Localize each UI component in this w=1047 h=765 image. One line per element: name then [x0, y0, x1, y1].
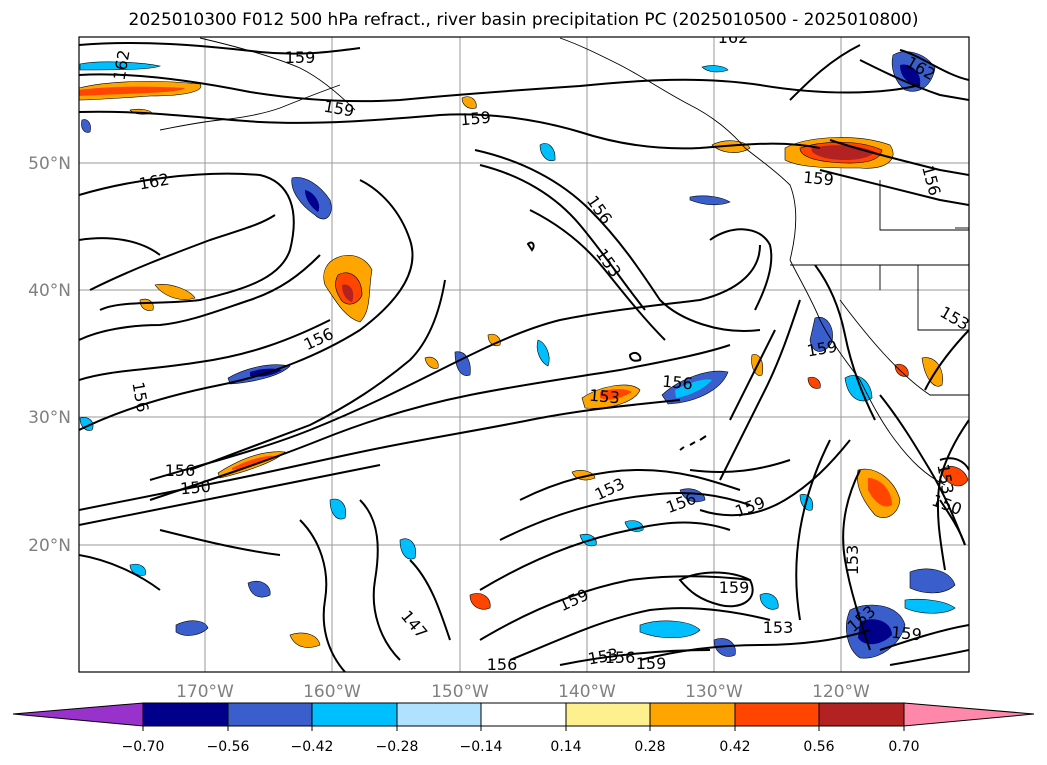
colorbar-tick-label: 0.14: [550, 739, 581, 755]
contour-label: 153: [843, 545, 862, 576]
colorbar-extend-low: [12, 702, 144, 727]
colorbar-tick-label: −0.14: [460, 739, 503, 755]
lat-label-30n: 30°N: [28, 408, 71, 428]
refractivity-contours: [79, 41, 969, 672]
contour-label: 159: [719, 578, 750, 597]
contour-label: 159: [636, 654, 667, 673]
colorbar-tick-label: −0.28: [376, 739, 419, 755]
contour-label: 159: [802, 168, 834, 190]
map-plot-area: 162 159 162 159 159 162 156 153 162 159 …: [79, 28, 969, 674]
colorbar-segment: [818, 702, 905, 727]
colorbar-segment: [311, 702, 398, 727]
contour-label: 153: [763, 618, 794, 637]
colorbar-segment: [396, 702, 482, 727]
lon-label-150w: 150°W: [431, 682, 489, 702]
lon-label-170w: 170°W: [176, 682, 234, 702]
colorbar-tick-label: −0.70: [122, 739, 165, 755]
colorbar-segment: [142, 702, 229, 727]
lon-label-120w: 120°W: [812, 682, 870, 702]
colorbar-tick-label: 0.56: [803, 739, 834, 755]
map-title: 2025010300 F012 500 hPa refract., river …: [128, 10, 919, 30]
contour-label: 159: [890, 623, 922, 645]
colorbar-tick-label: 0.70: [888, 739, 919, 755]
colorbar-tick-label: −0.42: [291, 739, 334, 755]
lat-label-20n: 20°N: [28, 536, 71, 556]
colorbar-segment: [565, 702, 651, 727]
colorbar-tick-label: 0.28: [634, 739, 665, 755]
lat-label-40n: 40°N: [28, 281, 71, 301]
colorbar-tick-label: −0.56: [207, 739, 250, 755]
colorbar-ticks: [142, 726, 905, 731]
contour-label: 156: [605, 648, 636, 667]
contour-label: 162: [718, 28, 749, 47]
colorbar-segment: [480, 702, 567, 727]
map-frame: [78, 36, 970, 673]
lon-label-160w: 160°W: [303, 682, 361, 702]
lon-label-130w: 130°W: [685, 682, 743, 702]
colorbar: −0.70 −0.56 −0.42 −0.28 −0.14 0.14 0.28 …: [12, 702, 1035, 755]
coastlines: [159, 37, 969, 486]
colorbar-segment: [649, 702, 736, 727]
colorbar-tick-label: 0.42: [719, 739, 750, 755]
contour-label: 153: [588, 386, 620, 408]
colorbar-segment: [734, 702, 820, 727]
contour-label: 156: [661, 372, 693, 394]
contour-label: 156: [487, 655, 518, 674]
colorbar-segment: [227, 702, 313, 727]
contour-label: 159: [459, 108, 491, 130]
contour-label: 150: [179, 477, 211, 499]
longitude-labels: 170°W 160°W 150°W 140°W 130°W 120°W: [176, 682, 870, 702]
latitude-labels: 50°N 40°N 30°N 20°N: [28, 154, 71, 556]
lon-label-140w: 140°W: [558, 682, 616, 702]
contour-label: 159: [285, 48, 316, 67]
colorbar-extend-high: [903, 702, 1035, 727]
lat-label-50n: 50°N: [28, 154, 71, 174]
contour-label: 156: [165, 461, 196, 480]
